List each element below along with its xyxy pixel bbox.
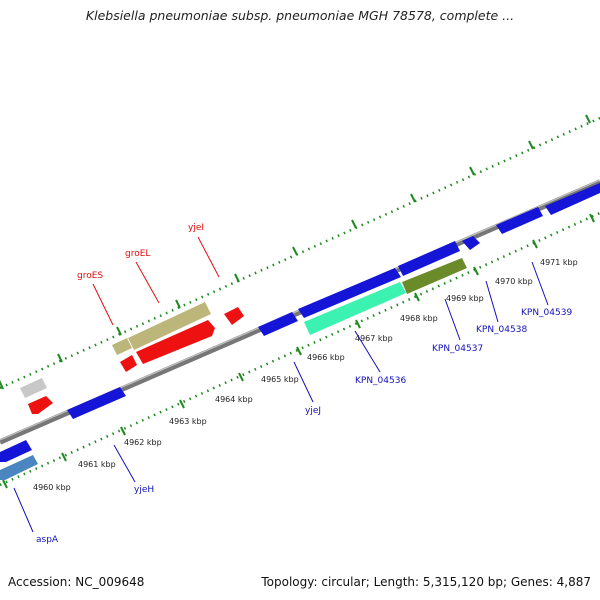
gene-KPN_04538[interactable]: [462, 236, 480, 250]
gene-label-aspA[interactable]: aspA: [36, 535, 59, 545]
major-ticks: [0, 114, 595, 489]
gene-KPN_04539[interactable]: [496, 207, 543, 234]
gene-red-small-b[interactable]: [120, 355, 137, 372]
reverse-tick-track: [0, 211, 600, 487]
gene-KPN_04537-olive[interactable]: [402, 258, 467, 294]
gene-yjeI[interactable]: [224, 307, 244, 325]
gene-yjeJ[interactable]: [258, 312, 298, 336]
kbp-label: 4961 kbp: [78, 460, 116, 469]
reverse-leaders: [13, 261, 549, 533]
gene-aspA[interactable]: [0, 455, 38, 480]
gene-label-KPN_04538[interactable]: KPN_04538: [476, 325, 527, 335]
kbp-label: 4965 kbp: [261, 375, 299, 384]
kbp-label: 4971 kbp: [540, 258, 578, 267]
gene-label-yjeH[interactable]: yjeH: [134, 485, 154, 495]
gene-label-yjeJ[interactable]: yjeJ: [305, 406, 321, 416]
gene-groEL[interactable]: [128, 302, 211, 350]
gene-yjeH[interactable]: [67, 387, 126, 419]
gene-groES[interactable]: [112, 338, 132, 355]
gene-blue-right[interactable]: [545, 183, 600, 215]
map-title: Klebsiella pneumoniae subsp. pneumoniae …: [85, 8, 515, 23]
kbp-label: 4967 kbp: [355, 334, 393, 343]
kbp-label: 4963 kbp: [169, 417, 207, 426]
gene-label-groES[interactable]: groES: [77, 271, 103, 281]
gene-grey[interactable]: [20, 378, 47, 398]
gene-label-KPN_04536[interactable]: KPN_04536: [355, 376, 406, 386]
gene-label-yjeI[interactable]: yjeI: [188, 223, 204, 233]
kbp-label: 4962 kbp: [124, 438, 162, 447]
gene-label-groEL[interactable]: groEL: [125, 249, 150, 259]
kbp-label: 4970 kbp: [495, 277, 533, 286]
forward-leaders: [92, 236, 220, 326]
kbp-label: 4960 kbp: [33, 483, 71, 492]
gene-KPN_04536-cyan[interactable]: [304, 282, 406, 335]
gene-KPN_04536-blue[interactable]: [298, 268, 401, 318]
gene-KPN_04537-blue[interactable]: [398, 241, 460, 276]
topology-text: Topology: circular; Length: 5,315,120 bp…: [261, 575, 591, 589]
gene-red-small-a[interactable]: [28, 396, 53, 414]
gene-red-long[interactable]: [136, 320, 215, 364]
gene-label-KPN_04539[interactable]: KPN_04539: [521, 308, 572, 318]
gene-blue-left[interactable]: [0, 440, 32, 462]
kbp-label: 4969 kbp: [446, 294, 484, 303]
kbp-label: 4968 kbp: [400, 314, 438, 323]
kbp-label: 4964 kbp: [215, 395, 253, 404]
accession-text: Accession: NC_009648: [8, 575, 145, 589]
kbp-label: 4966 kbp: [307, 353, 345, 362]
gene-label-KPN_04537[interactable]: KPN_04537: [432, 344, 483, 354]
